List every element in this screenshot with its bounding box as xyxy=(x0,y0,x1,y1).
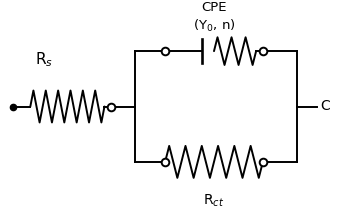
Text: R$_{ct}$: R$_{ct}$ xyxy=(203,192,225,209)
Text: CPE
(Y$_0$, n): CPE (Y$_0$, n) xyxy=(193,1,235,34)
Text: R$_s$: R$_s$ xyxy=(35,50,53,69)
Text: C: C xyxy=(320,99,330,114)
